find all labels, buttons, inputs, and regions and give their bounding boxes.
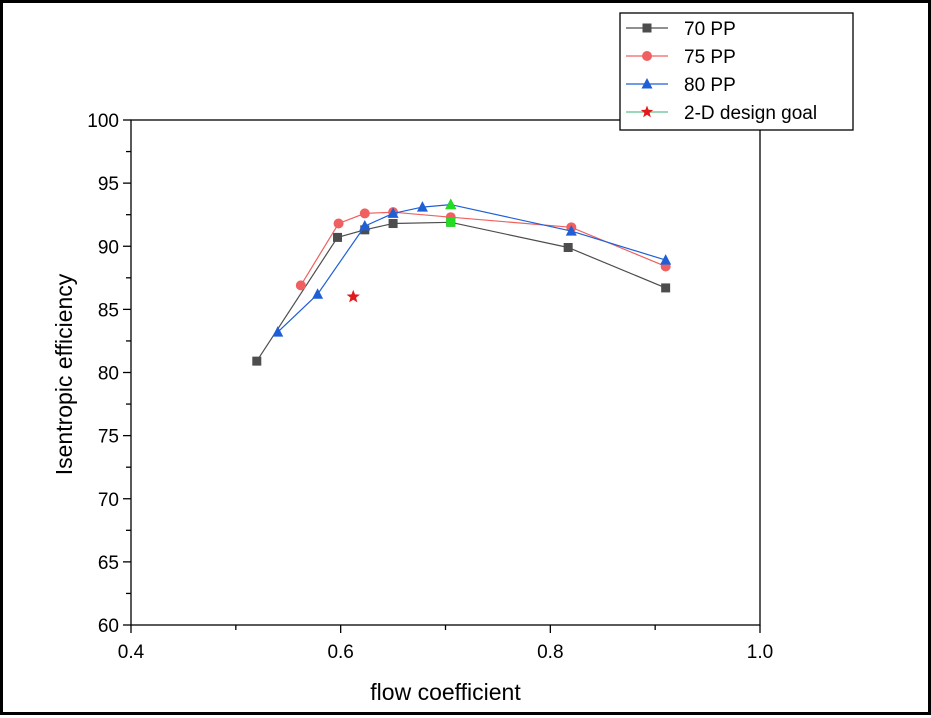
legend-label: 80 PP — [684, 75, 736, 96]
legend-box — [619, 12, 854, 131]
x-tick-label: 1.0 — [747, 642, 773, 663]
y-tick-label: 85 — [98, 300, 119, 321]
data-point-70-pp — [388, 219, 398, 229]
y-tick-label: 70 — [98, 490, 119, 511]
data-point-80-pp — [565, 225, 577, 236]
x-tick-label: 0.4 — [118, 642, 145, 663]
legend-swatch-marker — [641, 78, 653, 89]
y-tick-label: 80 — [98, 364, 119, 385]
data-point-80-pp — [272, 326, 284, 337]
data-point-80-pp — [312, 288, 324, 299]
y-axis-title: Isentropic efficiency — [51, 273, 77, 475]
plot-area — [252, 198, 672, 366]
legend-label: 2-D design goal — [684, 103, 817, 124]
data-point-80-pp — [387, 207, 399, 218]
x-tick-label: 0.8 — [537, 642, 563, 663]
data-point-80-pp — [359, 220, 371, 231]
series-line-75-pp — [300, 211, 666, 286]
legend: 70 PP 75 PP 80 PP 2-D design goal — [619, 12, 854, 131]
legend-swatch-marker — [640, 105, 654, 118]
y-tick-label: 75 — [98, 427, 119, 448]
y-tick-label: 60 — [98, 616, 119, 637]
x-tick-label: 0.6 — [327, 642, 353, 663]
data-point-80-pp — [416, 201, 428, 212]
data-point-2-d-design-goal — [346, 289, 360, 303]
plot-frame — [130, 119, 761, 626]
highlight-point — [446, 217, 456, 227]
data-point-75-pp — [359, 208, 370, 219]
y-tick-label: 90 — [98, 237, 119, 258]
chart-svg: 0.4 0.6 0.8 1.0 60 65 70 75 80 85 90 95 100 flow coef… — [51, 12, 854, 705]
legend-label: 75 PP — [684, 47, 736, 68]
data-point-70-pp — [563, 243, 573, 253]
data-point-70-pp — [333, 232, 343, 242]
legend-swatch-marker — [642, 23, 652, 33]
data-point-70-pp — [661, 283, 671, 293]
x-axis-title: flow coefficient — [370, 679, 521, 705]
highlight-point — [445, 198, 457, 210]
y-tick-label: 65 — [98, 553, 119, 574]
legend-label: 70 PP — [684, 19, 736, 40]
legend-swatch-marker — [642, 51, 652, 61]
data-point-80-pp — [660, 254, 672, 265]
data-point-75-pp — [295, 280, 306, 291]
y-tick-label: 95 — [98, 174, 119, 195]
series-line-80-pp — [277, 203, 666, 333]
data-point-75-pp — [333, 218, 344, 229]
data-point-70-pp — [252, 356, 262, 366]
axes: 0.4 0.6 0.8 1.0 60 65 70 75 80 85 90 95 100 flow coef… — [51, 111, 773, 705]
y-tick-label: 100 — [87, 111, 119, 132]
